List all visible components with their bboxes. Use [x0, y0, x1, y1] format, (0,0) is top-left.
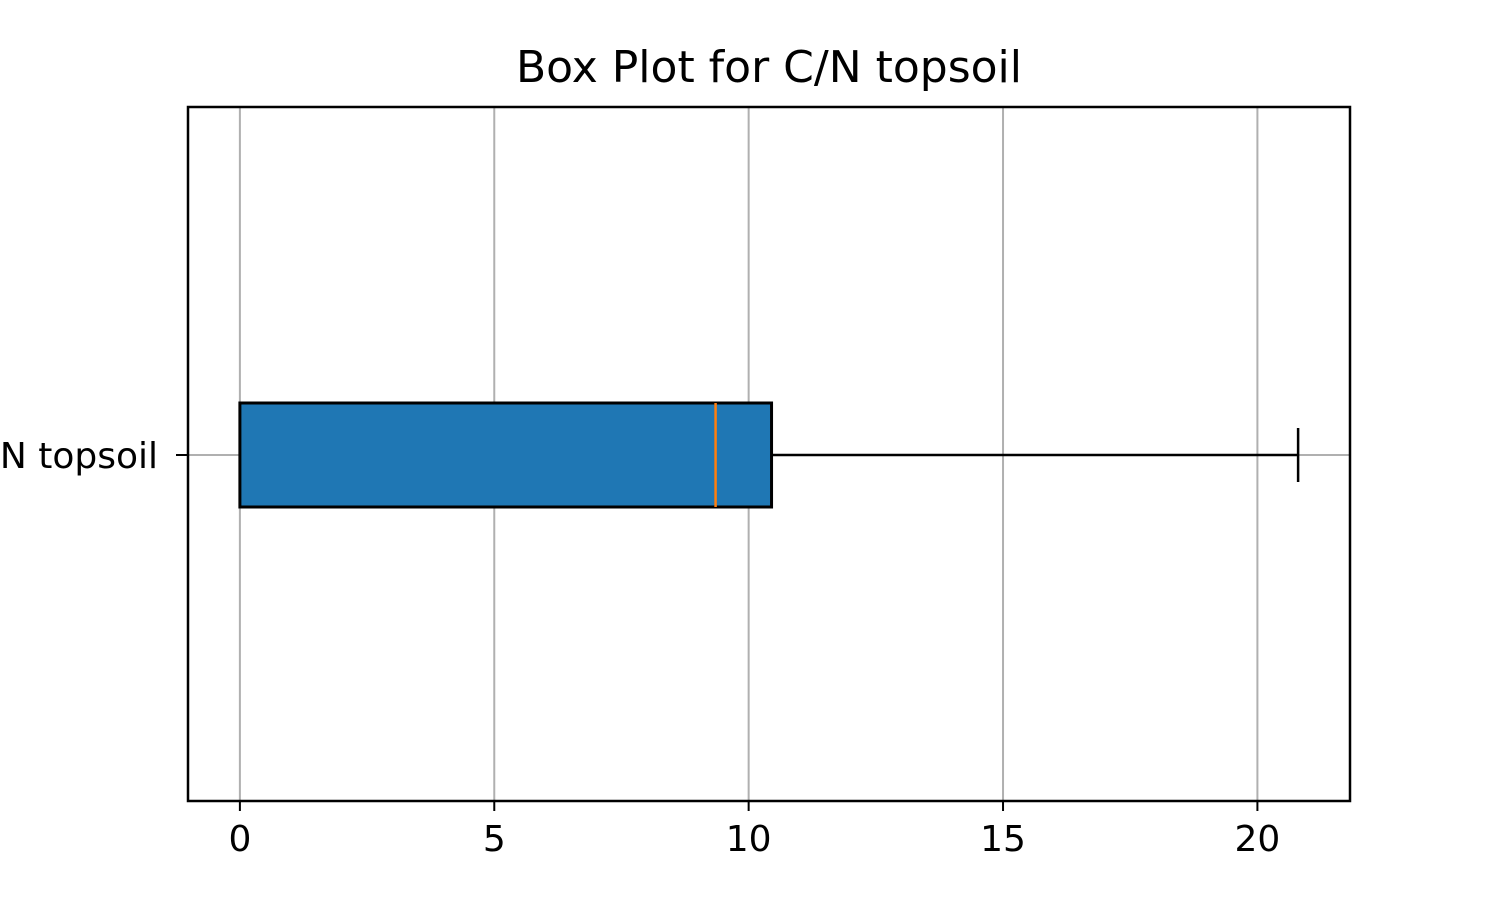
- axes: 0 5 10 15 20 C/N topsoil: [0, 436, 1280, 860]
- x-tick-label: 20: [1235, 819, 1281, 860]
- x-tick-label: 10: [726, 819, 772, 860]
- box-plot-series: [238, 401, 1300, 509]
- y-tick-label: C/N topsoil: [0, 436, 158, 477]
- x-tick-label: 5: [483, 819, 506, 860]
- chart-title: Box Plot for C/N topsoil: [516, 42, 1022, 93]
- x-tick-label: 15: [980, 819, 1026, 860]
- x-tick-label: 0: [228, 819, 251, 860]
- iqr-box: [238, 401, 774, 509]
